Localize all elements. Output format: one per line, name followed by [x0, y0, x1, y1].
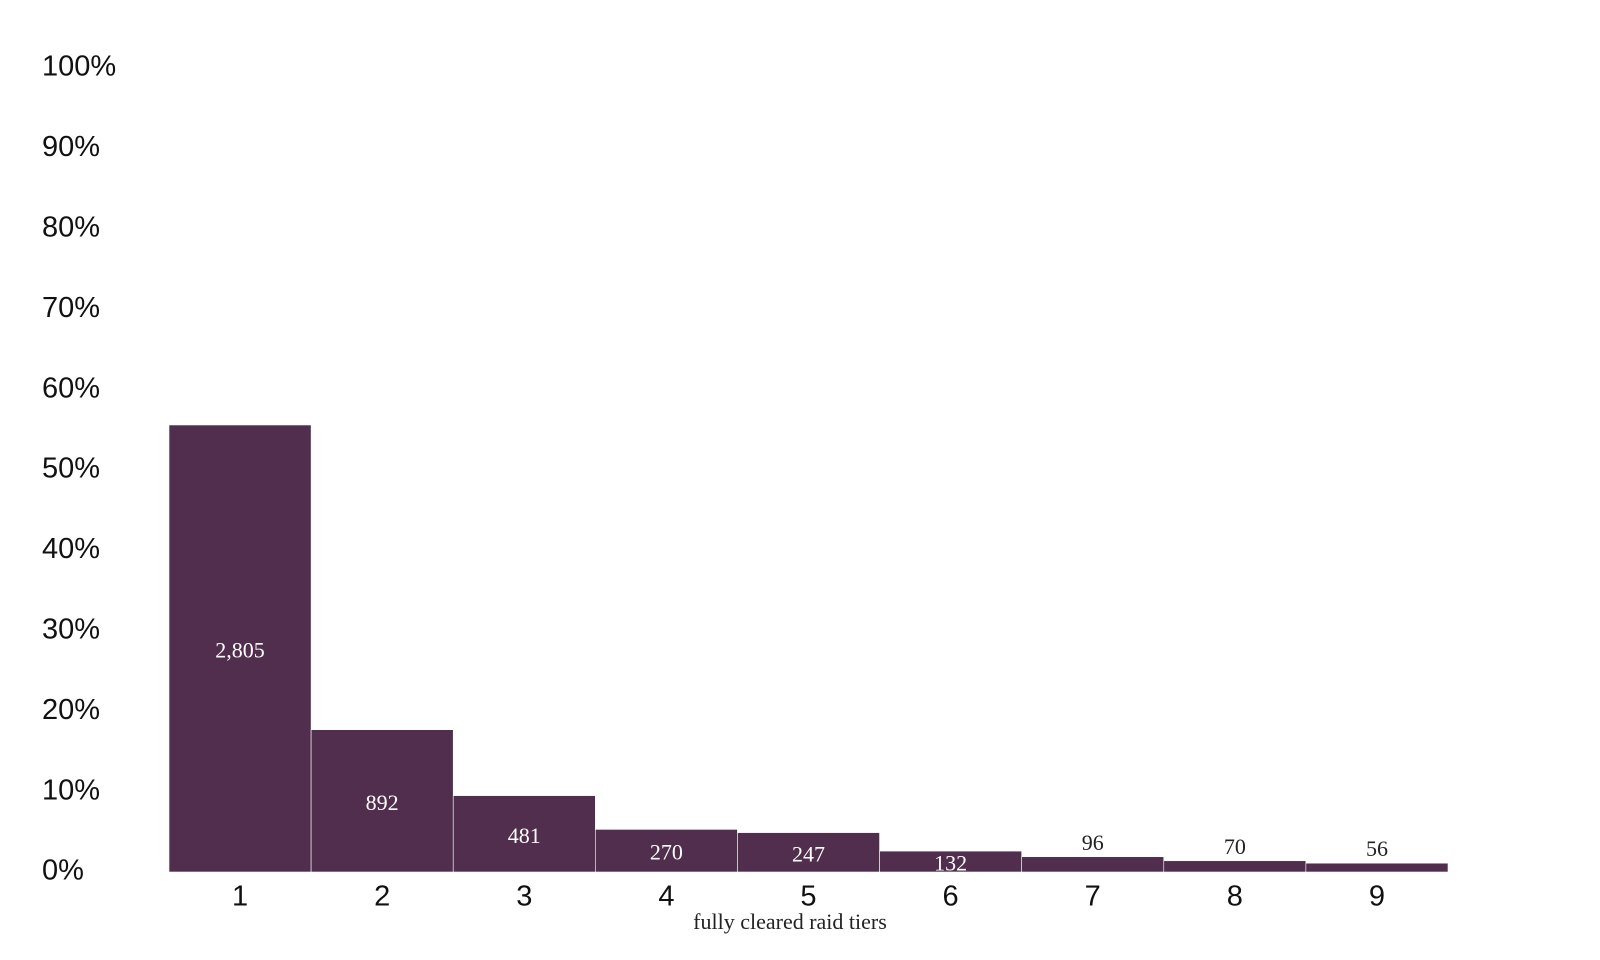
x-tick-label: 6 — [943, 881, 959, 913]
bar — [595, 829, 738, 873]
y-tick-label: 90% — [42, 131, 100, 163]
y-tick-label: 10% — [42, 774, 100, 806]
bar — [1163, 860, 1307, 873]
bar — [310, 729, 454, 873]
x-axis-label: fully cleared raid tiers — [693, 909, 887, 934]
bar — [168, 424, 312, 873]
bar-label: 2,805 — [215, 638, 265, 663]
bar-label: 270 — [650, 840, 683, 865]
y-tick-label: 70% — [42, 292, 100, 324]
y-tick-label: 0% — [42, 855, 84, 887]
y-tick-label: 100% — [42, 51, 116, 83]
x-tick-label: 4 — [658, 881, 674, 913]
x-tick-label: 1 — [232, 881, 248, 913]
bar — [1305, 862, 1449, 873]
x-tick-label: 8 — [1227, 881, 1243, 913]
x-tick-label: 9 — [1369, 881, 1385, 913]
bar-label: 70 — [1224, 834, 1246, 859]
bar-label: 247 — [792, 841, 825, 866]
bar-label: 892 — [366, 790, 399, 815]
x-tick-label: 5 — [800, 881, 816, 913]
bar — [452, 795, 596, 873]
x-tick-label: 3 — [516, 881, 532, 913]
bar — [737, 832, 880, 873]
y-tick-label: 30% — [42, 613, 100, 645]
bar-label: 481 — [508, 823, 541, 848]
x-tick-label: 2 — [374, 881, 390, 913]
x-tick-label: 7 — [1085, 881, 1101, 913]
y-tick-label: 20% — [42, 694, 100, 726]
y-tick-label: 40% — [42, 533, 100, 565]
bar-label: 56 — [1366, 836, 1388, 861]
y-tick-label: 80% — [42, 211, 100, 243]
bar-label: 132 — [934, 851, 967, 876]
y-tick-label: 50% — [42, 453, 100, 485]
bar — [1021, 856, 1165, 873]
y-tick-label: 60% — [42, 372, 100, 404]
bar-label: 96 — [1082, 830, 1104, 855]
